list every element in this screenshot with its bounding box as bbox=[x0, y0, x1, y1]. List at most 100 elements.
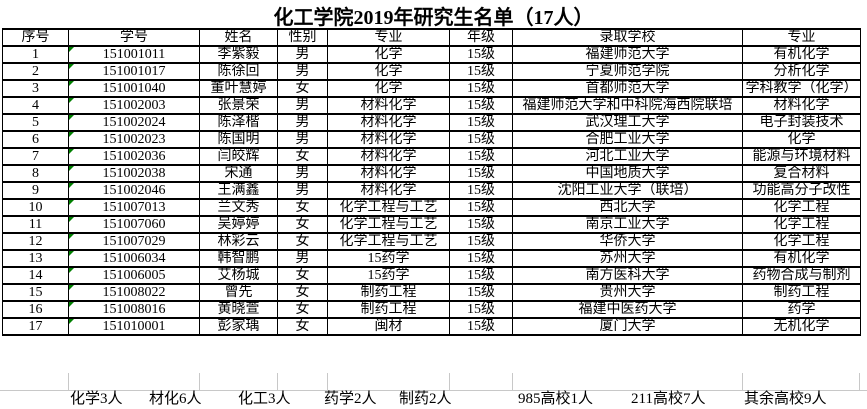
cell-admitted-school[interactable]: 福建师范大学 bbox=[512, 45, 743, 64]
cell-grade[interactable]: 15级 bbox=[449, 249, 513, 268]
cell-name[interactable]: 宋通 bbox=[199, 164, 278, 183]
cell-admitted-major[interactable]: 学科教学（化学） bbox=[742, 79, 861, 98]
cell-student-id[interactable]: 151001011 bbox=[68, 45, 200, 64]
cell-gender[interactable]: 女 bbox=[277, 232, 328, 251]
cell-admitted-major[interactable]: 化学工程 bbox=[742, 232, 861, 251]
cell-admitted-school[interactable]: 西北大学 bbox=[512, 198, 743, 217]
cell-admitted-school[interactable]: 福建中医药大学 bbox=[512, 300, 743, 319]
cell-admitted-major[interactable]: 材料化学 bbox=[742, 96, 861, 115]
cell-index[interactable]: 8 bbox=[2, 164, 69, 183]
cell-admitted-school[interactable]: 河北工业大学 bbox=[512, 147, 743, 166]
cell-index[interactable]: 13 bbox=[2, 249, 69, 268]
cell-index[interactable]: 1 bbox=[2, 45, 69, 64]
cell-name[interactable]: 董叶慧婷 bbox=[199, 79, 278, 98]
cell-admitted-major[interactable]: 化学工程 bbox=[742, 198, 861, 217]
cell-name[interactable]: 王满鑫 bbox=[199, 181, 278, 200]
cell-admitted-major[interactable]: 有机化学 bbox=[742, 45, 861, 64]
cell-admitted-major[interactable]: 化学工程 bbox=[742, 215, 861, 234]
cell-gender[interactable]: 男 bbox=[277, 62, 328, 81]
cell-gender[interactable]: 男 bbox=[277, 113, 328, 132]
cell-grade[interactable]: 15级 bbox=[449, 79, 513, 98]
cell-major[interactable]: 材料化学 bbox=[327, 96, 450, 115]
cell-grade[interactable]: 15级 bbox=[449, 232, 513, 251]
cell-name[interactable]: 闫皎辉 bbox=[199, 147, 278, 166]
col-header-admitted-school[interactable]: 录取学校 bbox=[512, 28, 743, 47]
cell-gender[interactable]: 男 bbox=[277, 45, 328, 64]
cell-gender[interactable]: 男 bbox=[277, 96, 328, 115]
cell-admitted-school[interactable]: 武汉理工大学 bbox=[512, 113, 743, 132]
cell-admitted-school[interactable]: 沈阳工业大学（联培） bbox=[512, 181, 743, 200]
cell-grade[interactable]: 15级 bbox=[449, 96, 513, 115]
cell-student-id[interactable]: 151008022 bbox=[68, 283, 200, 302]
cell-student-id[interactable]: 151001017 bbox=[68, 62, 200, 81]
cell-index[interactable]: 7 bbox=[2, 147, 69, 166]
cell-major[interactable]: 材料化学 bbox=[327, 164, 450, 183]
cell-major[interactable]: 材料化学 bbox=[327, 147, 450, 166]
cell-name[interactable]: 陈泽楷 bbox=[199, 113, 278, 132]
cell-admitted-major[interactable]: 能源与环境材料 bbox=[742, 147, 861, 166]
cell-admitted-school[interactable]: 福建师范大学和中科院海西院联培 bbox=[512, 96, 743, 115]
cell-name[interactable]: 黄晓萱 bbox=[199, 300, 278, 319]
cell-student-id[interactable]: 151007029 bbox=[68, 232, 200, 251]
cell-index[interactable]: 5 bbox=[2, 113, 69, 132]
cell-admitted-major[interactable]: 电子封装技术 bbox=[742, 113, 861, 132]
col-header-index[interactable]: 序号 bbox=[2, 28, 69, 47]
cell-admitted-major[interactable]: 分析化学 bbox=[742, 62, 861, 81]
cell-grade[interactable]: 15级 bbox=[449, 198, 513, 217]
cell-major[interactable]: 化学 bbox=[327, 45, 450, 64]
cell-major[interactable]: 化学工程与工艺 bbox=[327, 232, 450, 251]
cell-admitted-school[interactable]: 南方医科大学 bbox=[512, 266, 743, 285]
cell-student-id[interactable]: 151007060 bbox=[68, 215, 200, 234]
cell-gender[interactable]: 女 bbox=[277, 198, 328, 217]
cell-admitted-school[interactable]: 宁夏师范学院 bbox=[512, 62, 743, 81]
cell-gender[interactable]: 男 bbox=[277, 130, 328, 149]
cell-major[interactable]: 制药工程 bbox=[327, 300, 450, 319]
cell-admitted-school[interactable]: 合肥工业大学 bbox=[512, 130, 743, 149]
cell-admitted-school[interactable]: 中国地质大学 bbox=[512, 164, 743, 183]
col-header-grade[interactable]: 年级 bbox=[449, 28, 513, 47]
cell-grade[interactable]: 15级 bbox=[449, 45, 513, 64]
cell-major[interactable]: 制药工程 bbox=[327, 283, 450, 302]
cell-grade[interactable]: 15级 bbox=[449, 300, 513, 319]
cell-student-id[interactable]: 151002046 bbox=[68, 181, 200, 200]
cell-gender[interactable]: 女 bbox=[277, 300, 328, 319]
cell-major[interactable]: 化学 bbox=[327, 62, 450, 81]
cell-admitted-school[interactable]: 厦门大学 bbox=[512, 317, 743, 336]
cell-name[interactable]: 艾杨城 bbox=[199, 266, 278, 285]
cell-index[interactable]: 16 bbox=[2, 300, 69, 319]
col-header-gender[interactable]: 性别 bbox=[277, 28, 328, 47]
cell-name[interactable]: 韩智鹏 bbox=[199, 249, 278, 268]
cell-admitted-major[interactable]: 功能高分子改性 bbox=[742, 181, 861, 200]
cell-gender[interactable]: 女 bbox=[277, 147, 328, 166]
cell-grade[interactable]: 15级 bbox=[449, 181, 513, 200]
cell-name[interactable]: 彭家瑀 bbox=[199, 317, 278, 336]
cell-gender[interactable]: 男 bbox=[277, 164, 328, 183]
cell-student-id[interactable]: 151007013 bbox=[68, 198, 200, 217]
cell-index[interactable]: 15 bbox=[2, 283, 69, 302]
col-header-name[interactable]: 姓名 bbox=[199, 28, 278, 47]
cell-major[interactable]: 材料化学 bbox=[327, 130, 450, 149]
cell-admitted-school[interactable]: 首都师范大学 bbox=[512, 79, 743, 98]
col-header-student-id[interactable]: 学号 bbox=[68, 28, 200, 47]
cell-gender[interactable]: 女 bbox=[277, 317, 328, 336]
cell-major[interactable]: 化学工程与工艺 bbox=[327, 198, 450, 217]
cell-gender[interactable]: 女 bbox=[277, 283, 328, 302]
cell-index[interactable]: 14 bbox=[2, 266, 69, 285]
cell-index[interactable]: 6 bbox=[2, 130, 69, 149]
cell-student-id[interactable]: 151006005 bbox=[68, 266, 200, 285]
cell-student-id[interactable]: 151002023 bbox=[68, 130, 200, 149]
cell-gender[interactable]: 女 bbox=[277, 215, 328, 234]
cell-grade[interactable]: 15级 bbox=[449, 215, 513, 234]
cell-admitted-major[interactable]: 药学 bbox=[742, 300, 861, 319]
cell-student-id[interactable]: 151008016 bbox=[68, 300, 200, 319]
cell-grade[interactable]: 15级 bbox=[449, 283, 513, 302]
cell-student-id[interactable]: 151010001 bbox=[68, 317, 200, 336]
cell-index[interactable]: 12 bbox=[2, 232, 69, 251]
cell-name[interactable]: 吴婷婷 bbox=[199, 215, 278, 234]
cell-major[interactable]: 化学工程与工艺 bbox=[327, 215, 450, 234]
cell-admitted-school[interactable]: 贵州大学 bbox=[512, 283, 743, 302]
cell-student-id[interactable]: 151006034 bbox=[68, 249, 200, 268]
cell-index[interactable]: 11 bbox=[2, 215, 69, 234]
cell-name[interactable]: 林彩云 bbox=[199, 232, 278, 251]
cell-student-id[interactable]: 151002003 bbox=[68, 96, 200, 115]
